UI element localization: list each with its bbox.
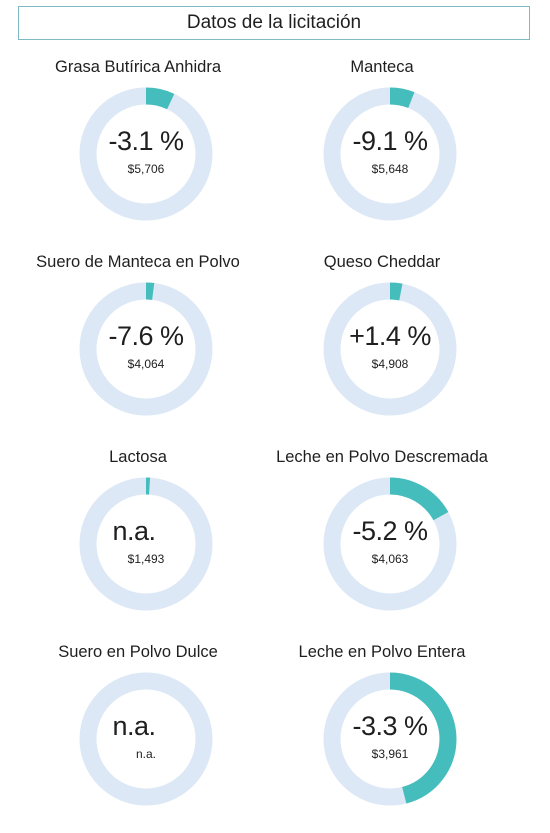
donut-card: Leche en Polvo Descremada -5.2 % $4,063 <box>262 448 502 638</box>
product-name: Manteca <box>350 58 414 76</box>
donut-arc <box>323 282 457 416</box>
donut-chart <box>323 87 457 221</box>
donut-chart <box>79 477 213 611</box>
donut-arc <box>323 672 457 806</box>
change-percent: n.a. <box>112 711 156 741</box>
price-value: $5,706 <box>127 162 165 176</box>
change-percent: -7.6 % <box>108 321 184 351</box>
change-percent: -3.1 % <box>108 126 184 156</box>
donut-chart <box>79 282 213 416</box>
donut-chart <box>79 87 213 221</box>
donut-card: Suero de Manteca en Polvo -7.6 % $4,064 <box>18 253 258 443</box>
donut-card: Grasa Butírica Anhidra -3.1 % $5,706 <box>18 58 258 248</box>
product-name: Queso Cheddar <box>323 253 441 271</box>
price-value: $4,908 <box>371 357 409 371</box>
change-percent: -9.1 % <box>352 126 428 156</box>
donut-card: Suero en Polvo Dulce n.a. n.a. <box>18 643 258 833</box>
donut-arc <box>79 87 213 221</box>
donut-chart <box>323 282 457 416</box>
donut-arc <box>323 87 457 221</box>
product-name: Suero en Polvo Dulce <box>58 643 218 661</box>
price-value: $4,064 <box>127 357 165 371</box>
product-name: Lactosa <box>109 448 167 466</box>
donut-arc <box>323 477 457 611</box>
price-value: $1,493 <box>127 552 165 566</box>
donut-chart <box>323 672 457 806</box>
price-value: $4,063 <box>371 552 409 566</box>
donut-card: Manteca -9.1 % $5,648 <box>262 58 502 248</box>
donut-card: Lactosa n.a. $1,493 <box>18 448 258 638</box>
change-percent: -3.3 % <box>352 711 428 741</box>
price-value: $3,961 <box>371 747 409 761</box>
product-name: Suero de Manteca en Polvo <box>36 253 240 271</box>
page-title: Datos de la licitación <box>18 6 530 40</box>
change-percent: +1.4 % <box>349 321 431 351</box>
donut-arc <box>79 282 213 416</box>
price-value: n.a. <box>135 747 156 761</box>
donut-chart <box>79 672 213 806</box>
donut-track <box>79 672 213 806</box>
donut-card: Queso Cheddar +1.4 % $4,908 <box>262 253 502 443</box>
change-percent: n.a. <box>112 516 156 546</box>
donut-arc <box>79 477 213 611</box>
price-value: $5,648 <box>371 162 409 176</box>
donut-card: Leche en Polvo Entera -3.3 % $3,961 <box>262 643 502 833</box>
product-name: Grasa Butírica Anhidra <box>55 58 221 76</box>
product-name: Leche en Polvo Descremada <box>276 448 488 466</box>
page-title-text: Datos de la licitación <box>186 12 362 33</box>
product-name: Leche en Polvo Entera <box>298 643 466 661</box>
donut-chart <box>323 477 457 611</box>
change-percent: -5.2 % <box>352 516 428 546</box>
